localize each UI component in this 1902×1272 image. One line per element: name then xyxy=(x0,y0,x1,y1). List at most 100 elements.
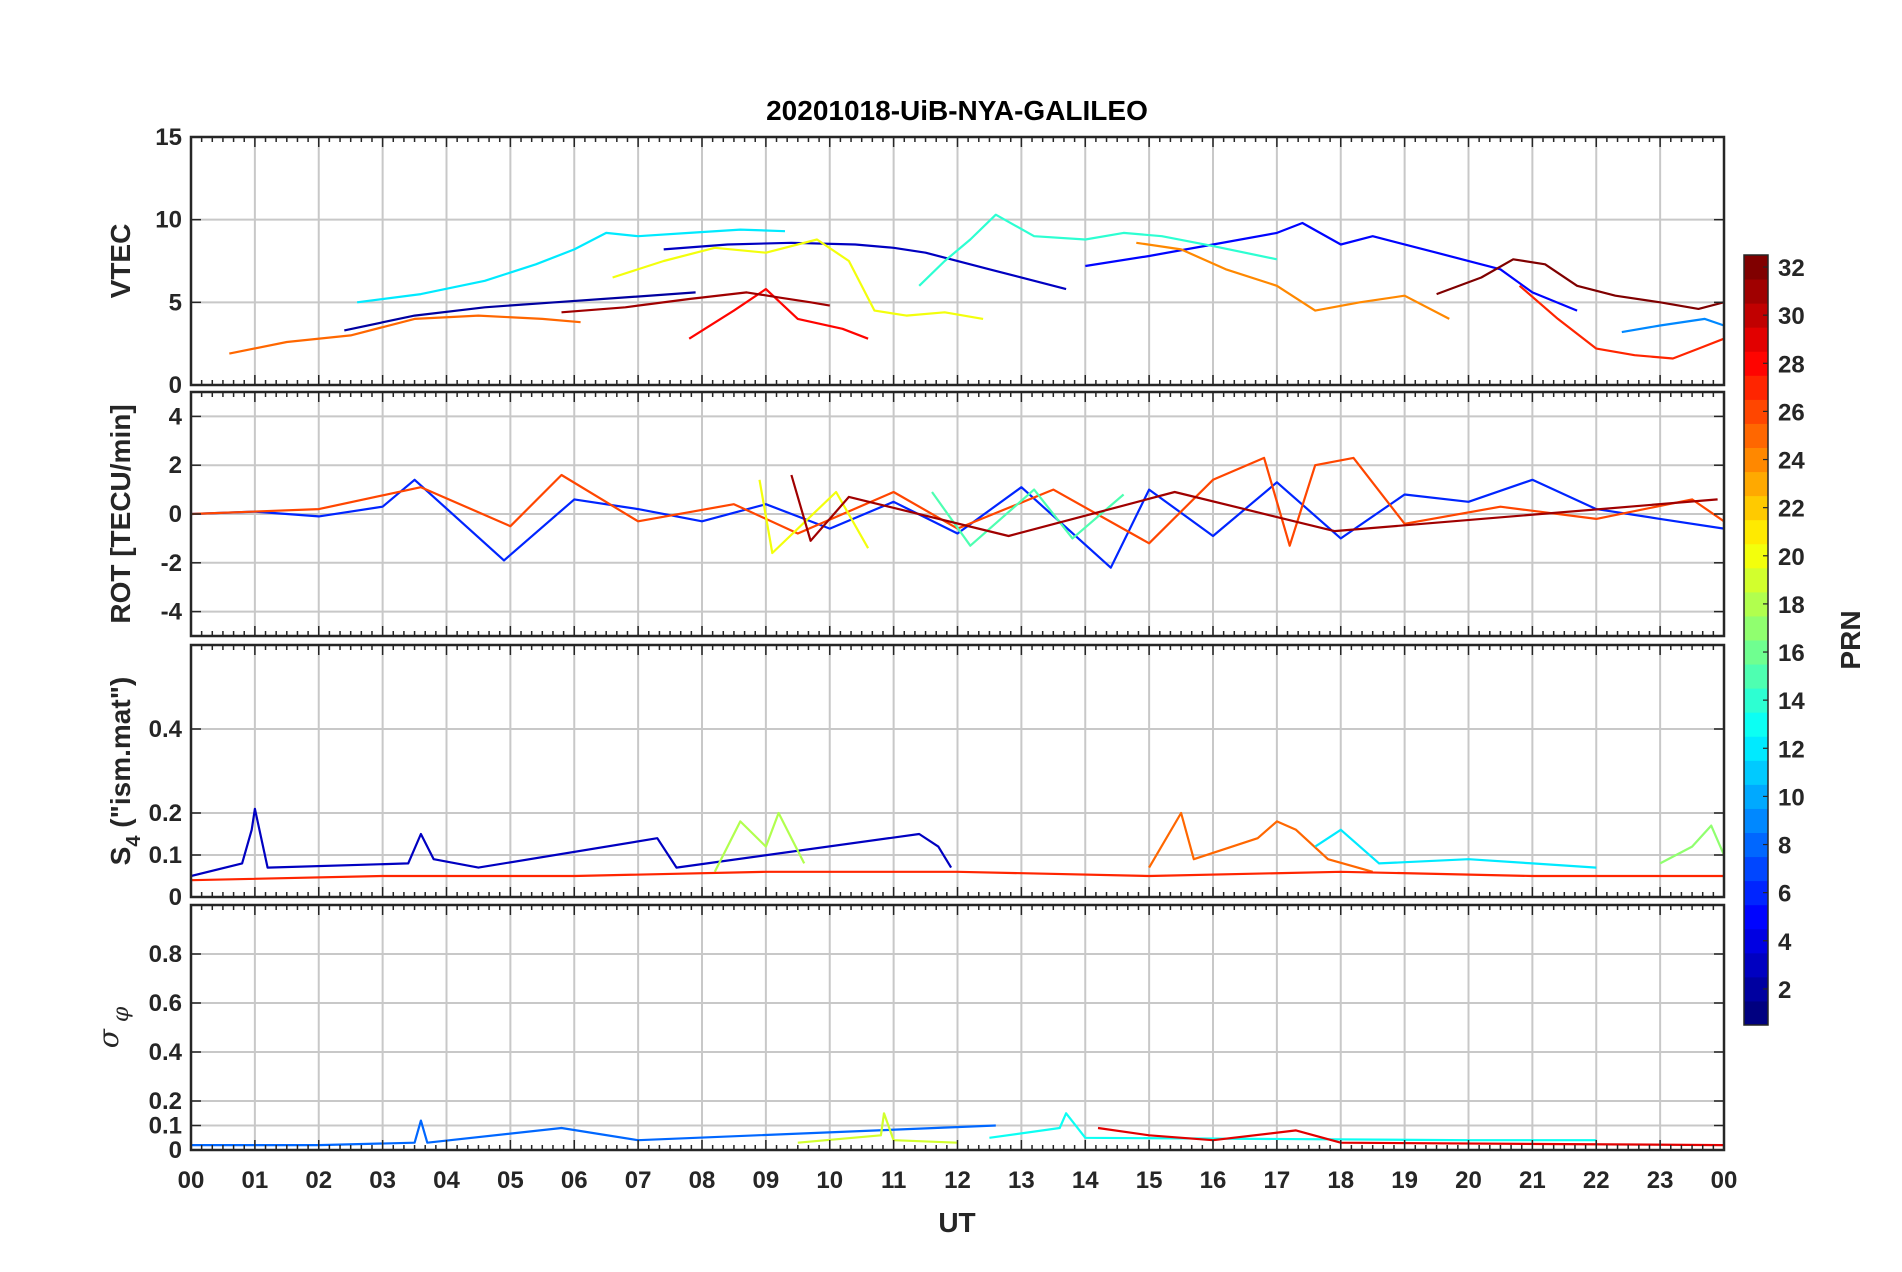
colorbar-tick-label: 18 xyxy=(1778,592,1805,619)
series-prn-14 xyxy=(918,213,1278,287)
series-prn-13 xyxy=(989,1112,1597,1142)
x-tick-label: 03 xyxy=(369,1167,396,1194)
label-symbol: σ xyxy=(92,1028,125,1048)
colorbar-tick-label: 4 xyxy=(1778,929,1792,956)
series-prn-17 xyxy=(1659,824,1724,865)
colorbar-swatch xyxy=(1744,615,1768,641)
series-prn-25 xyxy=(1148,811,1373,873)
y-tick-label: 0 xyxy=(169,1137,182,1164)
y-tick-label: 0.1 xyxy=(149,1113,182,1140)
y-tick-label: 10 xyxy=(155,207,182,234)
y-axis-label: σ φ xyxy=(92,1006,134,1048)
x-tick-label: 23 xyxy=(1647,1167,1674,1194)
colorbar-tick-label: 10 xyxy=(1778,784,1805,811)
colorbar-swatch xyxy=(1744,423,1768,448)
colorbar-swatch xyxy=(1744,1000,1768,1026)
series-prn-12 xyxy=(1314,828,1597,869)
x-tick-label: 08 xyxy=(689,1167,716,1194)
y-axis-label: VTEC xyxy=(105,224,136,299)
y-tick-label: 0.2 xyxy=(149,800,182,827)
x-tick-label: 11 xyxy=(881,1167,906,1194)
colorbar-swatch xyxy=(1744,279,1768,304)
x-tick-label: 16 xyxy=(1200,1167,1227,1194)
panel-rot: -4 -2 0 2 4 ROT [TECU/min] xyxy=(105,390,1726,638)
label-sub: φ xyxy=(109,1006,134,1029)
series-prn-19 xyxy=(797,1112,958,1144)
series-prn-32 xyxy=(1436,258,1724,310)
y-axis-label: S4 ("ism.mat") xyxy=(105,677,145,866)
colorbar-swatch xyxy=(1744,664,1768,689)
y-tick-label: 15 xyxy=(155,124,182,151)
y-tick-label: 0.4 xyxy=(149,1039,183,1066)
colorbar-tick-label: 12 xyxy=(1778,736,1805,763)
x-tick-label: 09 xyxy=(753,1167,780,1194)
y-tick-label: -2 xyxy=(161,550,182,577)
y-tick-label: 0.8 xyxy=(149,941,182,968)
x-tick-label: 05 xyxy=(497,1167,524,1194)
series-group xyxy=(191,807,1724,882)
series-prn-18 xyxy=(713,811,806,873)
x-tick-label: 19 xyxy=(1391,1167,1418,1194)
x-tick-label: 10 xyxy=(816,1167,843,1194)
x-tick-label: 14 xyxy=(1072,1167,1099,1194)
x-tick-label: 02 xyxy=(305,1167,332,1194)
colorbar-tick-label: 22 xyxy=(1778,496,1805,523)
x-tick-label: 18 xyxy=(1327,1167,1354,1194)
series-prn-3 xyxy=(191,807,953,878)
colorbar-tick-label: 16 xyxy=(1778,640,1805,667)
colorbar-swatch xyxy=(1744,471,1768,497)
colorbar-swatch xyxy=(1744,904,1768,930)
series-group xyxy=(229,213,1724,360)
y-tick-label: 0.2 xyxy=(149,1088,182,1115)
colorbar-frame xyxy=(1743,254,1769,1026)
panel-vtec: 0 5 10 15 VTEC xyxy=(105,124,1726,399)
colorbar-swatch xyxy=(1744,375,1768,400)
series-prn-15 xyxy=(931,488,1125,547)
colorbar-swatch xyxy=(1744,952,1768,978)
series-prn-28 xyxy=(688,288,869,340)
label-rest: ("ism.mat") xyxy=(105,677,136,836)
colorbar-swatch xyxy=(1744,712,1768,737)
x-tick-label: 20 xyxy=(1455,1167,1482,1194)
x-tick-label: 12 xyxy=(944,1167,971,1194)
chart-title: 20201018-UiB-NYA-GALILEO xyxy=(766,95,1148,126)
colorbar-swatch xyxy=(1744,519,1768,545)
series-prn-20 xyxy=(758,479,870,555)
series-group xyxy=(191,456,1724,569)
y-tick-label: 0.4 xyxy=(149,716,183,743)
colorbar-tick-label: 2 xyxy=(1778,977,1791,1004)
x-tick-label: 22 xyxy=(1583,1167,1610,1194)
x-tick-label: 00 xyxy=(1711,1167,1738,1194)
y-tick-label: 0 xyxy=(169,501,182,528)
colorbar-tick-label: 32 xyxy=(1778,255,1805,282)
colorbar-tick-label: 8 xyxy=(1778,833,1791,860)
x-tick-label: 06 xyxy=(561,1167,588,1194)
y-tick-label: 4 xyxy=(169,403,183,430)
y-axis-label: ROT [TECU/min] xyxy=(105,404,136,623)
x-tick-label: 07 xyxy=(625,1167,652,1194)
colorbar-swatch xyxy=(1744,856,1768,882)
colorbar-tick-label: 30 xyxy=(1778,303,1805,330)
colorbar-tick-label: 20 xyxy=(1778,544,1805,571)
colorbar-swatch xyxy=(1744,567,1768,593)
x-tick-label: 21 xyxy=(1519,1167,1546,1194)
series-prn-27 xyxy=(191,870,1724,882)
x-tick-labels: 00 01 02 03 04 05 06 07 08 09 10 11 12 13 14 15 16 17 18 19… xyxy=(178,1167,1738,1194)
series-prn-27 xyxy=(1518,284,1724,360)
panel-sigma: 00.10.2 0.4 0.6 0.8 σ φ xyxy=(92,903,1726,1164)
y-tick-label: 0 xyxy=(169,884,182,911)
series-prn-24 xyxy=(1136,241,1450,320)
colorbar-tick-label: 14 xyxy=(1778,688,1805,715)
colorbar-swatch xyxy=(1744,327,1768,352)
y-tick-label: 0.1 xyxy=(149,842,182,869)
panel-s4: 0 0.1 0.2 0.4S4 ("ism.mat") xyxy=(105,643,1726,911)
colorbar-tick-label: 26 xyxy=(1778,399,1805,426)
series-prn-29 xyxy=(1097,1126,1724,1147)
colorbar-swatch xyxy=(1744,760,1768,785)
series-prn-31 xyxy=(561,291,830,314)
colorbar-tick-label: 28 xyxy=(1778,351,1805,378)
x-tick-label: 17 xyxy=(1264,1167,1291,1194)
x-tick-label: 00 xyxy=(178,1167,205,1194)
series-prn-25 xyxy=(229,314,581,355)
